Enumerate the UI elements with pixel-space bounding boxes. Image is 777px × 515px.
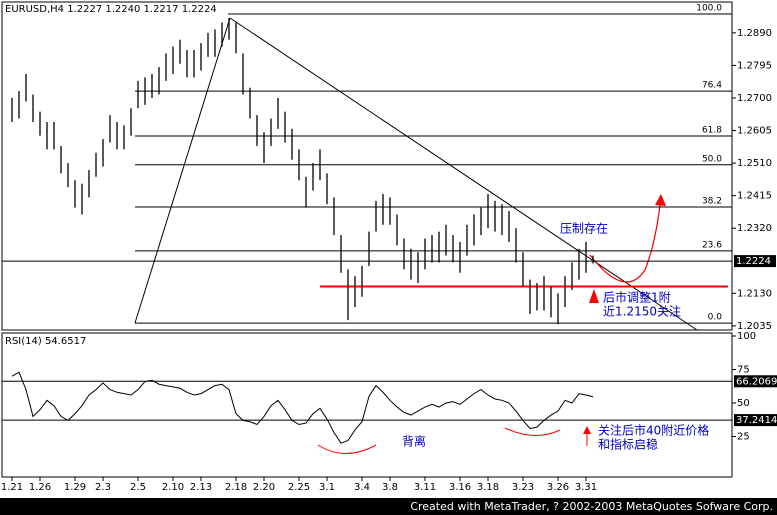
y-tick-label: 1.2605: [737, 126, 772, 137]
up-arrow: [583, 426, 591, 434]
x-tick-label: 2.5: [130, 482, 146, 493]
rsi-panel: [1, 332, 733, 478]
y-tick-label: 100: [737, 331, 756, 342]
annotation: 近1.2150关注: [603, 304, 681, 319]
x-tick-label: 2.13: [190, 482, 212, 493]
fib-label: 61.8: [702, 126, 722, 136]
fib-label: 23.6: [702, 240, 722, 250]
fib-label: 50.0: [702, 154, 722, 164]
up-arrow: [589, 289, 599, 303]
y-tick-label: 25: [737, 432, 750, 443]
last-price-box: [734, 255, 776, 268]
fib-label: 76.4: [702, 81, 722, 91]
x-tick-label: 2.10: [162, 482, 184, 493]
x-tick-label: 2.25: [288, 482, 310, 493]
footer-bar: [0, 498, 777, 515]
x-tick-label: 1.21: [1, 482, 23, 493]
divergence-arc: [317, 444, 377, 454]
x-tick-label: 2.20: [253, 482, 275, 493]
fib-label: 38.2: [702, 196, 722, 206]
y-tick-label: 1.2510: [737, 158, 772, 169]
level-box: [734, 414, 777, 427]
rsi-line: [11, 371, 594, 444]
level-label: 37.2414: [736, 415, 777, 426]
footer: Created with MetaTrader, ? 2002-2003 Met…: [410, 500, 773, 513]
annotation: 和指标启稳: [598, 437, 658, 452]
forecast-arrow: [589, 204, 661, 283]
annotation: 后市调整1附: [603, 290, 671, 305]
y-tick-label: 1.2795: [737, 60, 772, 71]
x-tick-label: 3.31: [575, 482, 597, 493]
y-tick-label: 1.2035: [737, 321, 772, 332]
x-tick-label: 2.3: [95, 482, 111, 493]
level-label: 66.2069: [736, 376, 777, 387]
chart-title: EURUSD,H4 1.2227 1.2240 1.2217 1.2224: [5, 4, 217, 15]
arrow-head: [655, 194, 666, 206]
x-tick-label: 1.29: [64, 482, 86, 493]
trend-line: [229, 17, 698, 331]
divergence-arc: [504, 427, 561, 436]
x-tick-label: 3.26: [547, 482, 569, 493]
y-tick-label: 1.2320: [737, 223, 772, 234]
y-tick-label: 75: [737, 365, 750, 376]
fib-anchor-line: [134, 17, 231, 324]
x-tick-label: 3.11: [414, 482, 436, 493]
x-tick-label: 1.26: [29, 482, 51, 493]
level-box: [734, 375, 777, 388]
y-tick-label: 1.2130: [737, 288, 772, 299]
price-panel: [1, 1, 733, 331]
annotation: 关注后市40附近价格: [598, 423, 709, 438]
annotation: 压制存在: [560, 222, 608, 236]
y-tick-label: 50: [737, 398, 750, 409]
x-tick-label: 3.18: [477, 482, 499, 493]
fib-label: 0.0: [708, 313, 723, 323]
y-tick-label: 1.2890: [737, 28, 772, 39]
rsi-title: RSI(14) 54.6517: [5, 336, 86, 347]
last-price-label: 1.2224: [736, 256, 771, 267]
x-tick-label: 3.16: [449, 482, 471, 493]
x-tick-label: 3.4: [354, 482, 370, 493]
x-tick-label: 3.1: [319, 482, 335, 493]
x-tick-label: 2.18: [225, 482, 247, 493]
x-tick-label: 3.8: [382, 482, 398, 493]
y-tick-label: 1.2415: [737, 191, 772, 202]
y-tick-label: 1.2700: [737, 93, 772, 104]
annotation: 背离: [402, 434, 426, 449]
x-tick-label: 3.23: [512, 482, 534, 493]
fib-label: 100.0: [696, 3, 722, 13]
